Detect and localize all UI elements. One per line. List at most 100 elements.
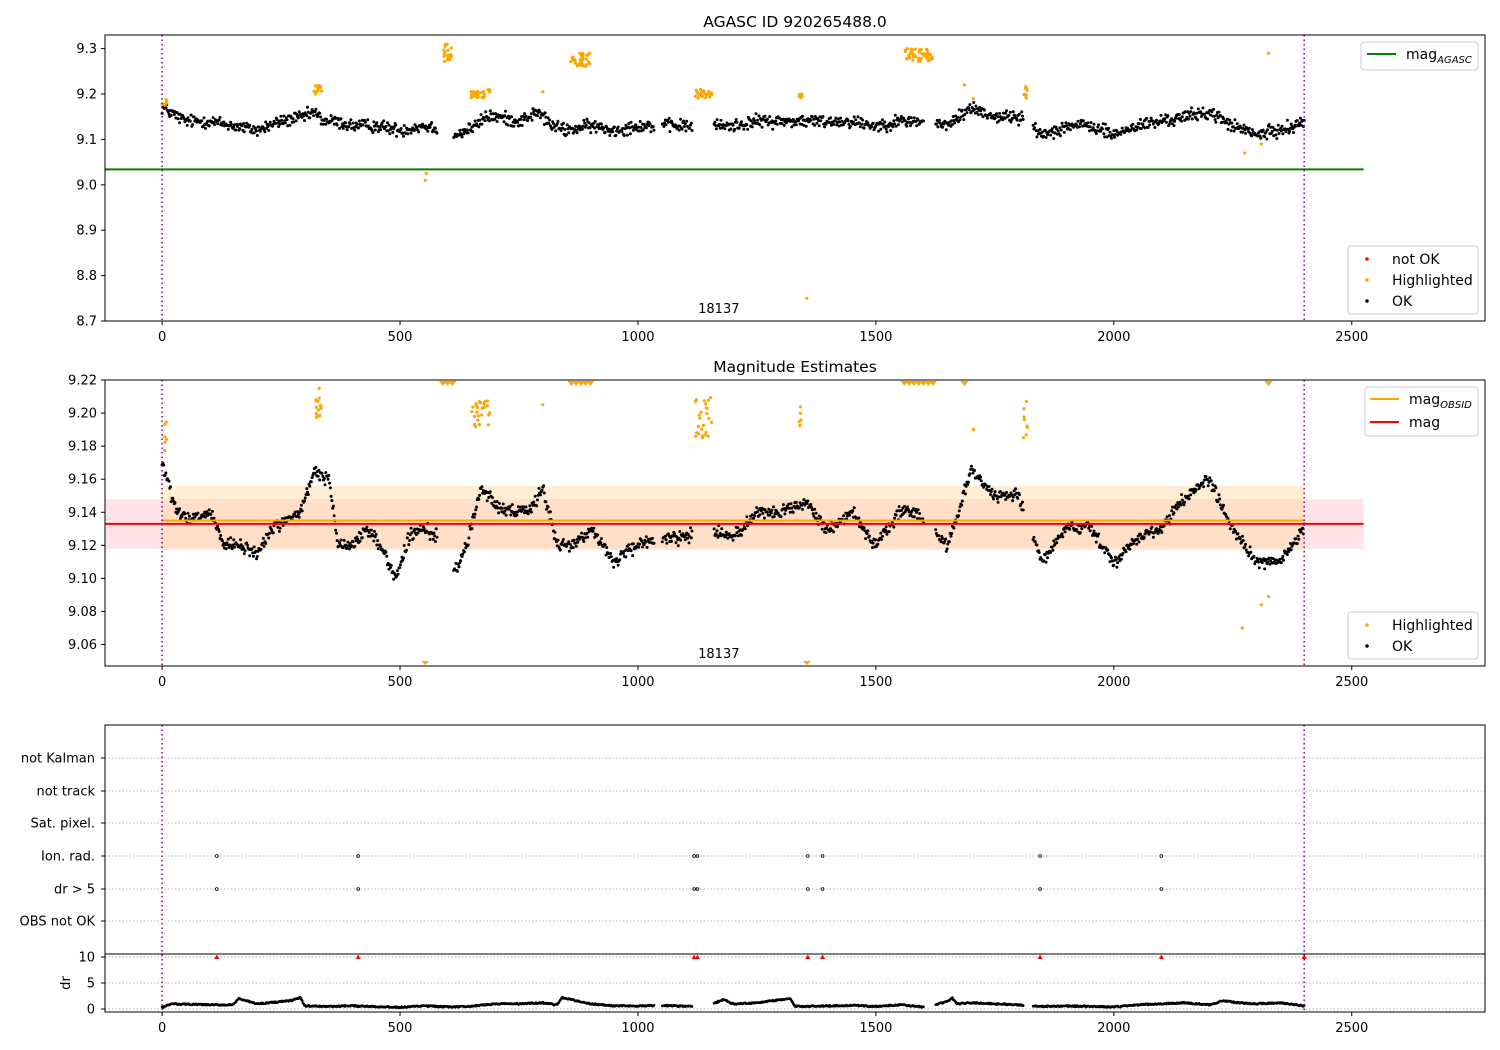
- ok-point: [1273, 128, 1277, 132]
- ok-point: [718, 531, 722, 535]
- highlighted-point: [908, 52, 912, 56]
- ok-point: [1050, 545, 1054, 549]
- highlighted-point: [710, 91, 714, 95]
- ok-point: [169, 500, 173, 504]
- ok-point: [178, 121, 182, 125]
- ok-point: [1096, 125, 1100, 129]
- ok-point: [957, 509, 961, 513]
- ok-point: [815, 121, 819, 125]
- highlighted-point: [472, 94, 476, 98]
- ok-point: [474, 508, 478, 512]
- ok-point: [1119, 557, 1123, 561]
- ok-point: [729, 127, 733, 131]
- flag-point: [695, 854, 700, 858]
- highlighted-point: [442, 60, 446, 64]
- ok-point: [345, 128, 349, 132]
- ok-point: [274, 121, 277, 125]
- ok-point: [495, 500, 499, 504]
- ok-point: [1033, 540, 1037, 544]
- ok-point: [536, 498, 539, 502]
- ok-point: [916, 508, 920, 512]
- x-tick-label: 1500: [859, 1021, 892, 1036]
- ok-point: [544, 500, 548, 504]
- ok-point: [210, 509, 214, 513]
- ok-point: [1078, 531, 1082, 535]
- ok-point: [334, 528, 338, 532]
- ok-point: [1196, 107, 1200, 111]
- ok-point: [1095, 129, 1099, 133]
- highlighted-point: [470, 410, 474, 414]
- highlighted-point: [475, 89, 480, 94]
- ok-point: [1113, 555, 1117, 559]
- highlighted-point: [694, 398, 699, 402]
- ok-point: [817, 124, 821, 128]
- ok-point: [422, 526, 426, 530]
- highlighted-point: [922, 52, 926, 56]
- highlighted-point: [424, 171, 428, 176]
- ok-point: [797, 506, 801, 510]
- ok-point: [561, 121, 565, 125]
- panel1-legend-line-label-main: mag: [1406, 47, 1437, 63]
- ok-point: [852, 506, 856, 510]
- highlighted-point: [700, 436, 705, 440]
- ok-point: [715, 118, 719, 122]
- ok-point: [717, 524, 721, 528]
- ok-point: [1015, 118, 1019, 122]
- ok-point: [1052, 539, 1056, 543]
- ok-point: [1274, 133, 1278, 137]
- ok-point: [222, 120, 226, 124]
- ok-point: [775, 122, 779, 126]
- highlighted-clipped-marker: [448, 381, 457, 386]
- ok-point: [1068, 128, 1072, 132]
- ok-point: [254, 549, 258, 553]
- ok-point: [1279, 126, 1283, 130]
- highlighted-point: [695, 90, 700, 94]
- ok-point: [1289, 548, 1293, 552]
- ok-point: [1228, 118, 1232, 122]
- ok-point: [267, 536, 271, 540]
- ok-point: [767, 507, 771, 511]
- ok-point: [341, 126, 345, 130]
- ok-point: [567, 549, 571, 553]
- ok-point: [465, 128, 469, 132]
- highlighted-point: [925, 52, 929, 57]
- ok-point: [512, 124, 516, 128]
- ok-point: [1228, 527, 1232, 531]
- ok-point: [743, 527, 747, 531]
- ok-point: [616, 563, 620, 567]
- ok-point: [1005, 491, 1008, 494]
- ok-point: [539, 116, 542, 120]
- ok-point: [380, 121, 384, 125]
- ok-point: [1051, 130, 1055, 134]
- ok-point: [405, 548, 408, 552]
- ok-point: [950, 123, 954, 126]
- ok-point: [740, 533, 743, 537]
- ok-point: [758, 123, 762, 127]
- highlighted-point: [705, 412, 709, 416]
- ok-point: [1148, 530, 1152, 534]
- ok-point: [599, 541, 603, 545]
- ok-point: [389, 563, 393, 567]
- ok-point: [861, 118, 865, 122]
- ok-point: [974, 104, 978, 108]
- ok-point: [370, 528, 373, 532]
- ok-point: [487, 496, 491, 499]
- ok-point: [750, 513, 754, 517]
- ok-point: [288, 123, 292, 127]
- flag-row-label: not Kalman: [21, 752, 95, 767]
- ok-point: [1212, 107, 1216, 111]
- ok-point: [433, 126, 437, 130]
- ok-point: [574, 124, 577, 128]
- ok-point: [884, 127, 888, 131]
- ok-point: [296, 510, 300, 514]
- ok-point: [1278, 557, 1282, 561]
- highlighted-point: [575, 64, 580, 68]
- ok-point: [1242, 123, 1246, 127]
- ok-point: [261, 126, 265, 130]
- ok-point: [1217, 110, 1221, 114]
- highlighted-point: [585, 53, 589, 57]
- ok-point: [1209, 113, 1212, 117]
- ok-point: [993, 490, 997, 494]
- ok-point: [627, 122, 631, 126]
